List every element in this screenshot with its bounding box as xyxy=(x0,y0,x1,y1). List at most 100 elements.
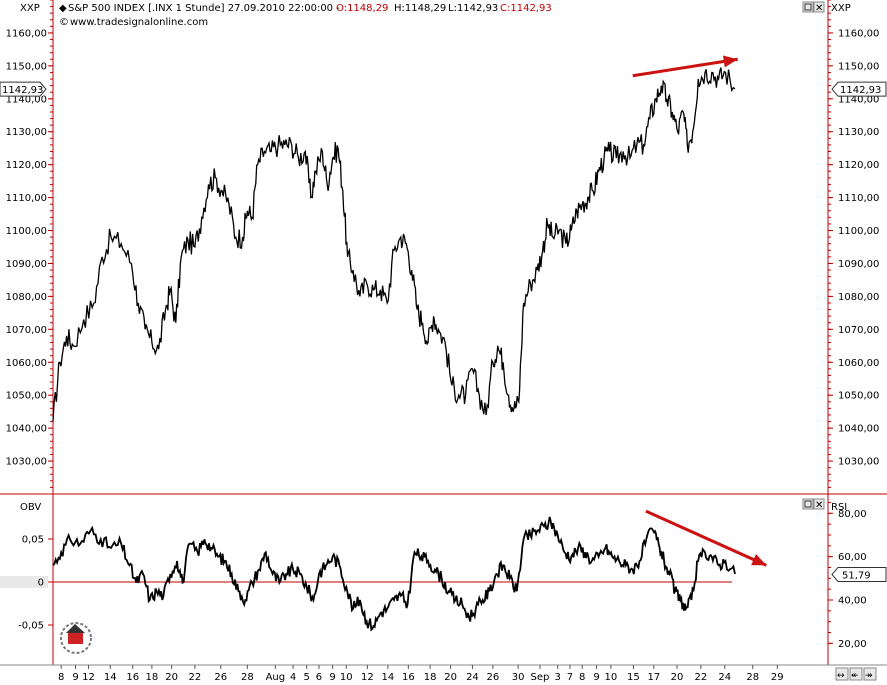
price-tick-label-right: 1110,00 xyxy=(838,193,879,204)
x-tick-label: 15 xyxy=(627,672,640,683)
price-tick-label-right: 1060,00 xyxy=(838,358,879,369)
x-tick-label: 5 xyxy=(304,672,310,683)
maximize-button[interactable] xyxy=(802,1,814,13)
ohlc-low: L:1142,93 xyxy=(448,3,498,14)
price-tick-label-left: 1110,00 xyxy=(6,193,47,204)
close-button[interactable]: ✕ xyxy=(813,1,825,14)
x-tick-label: Aug xyxy=(266,672,286,683)
price-tick-label-right: 1150,00 xyxy=(838,61,879,72)
x-tick-label: 22 xyxy=(188,672,201,683)
zoom-in-button[interactable]: ↔ xyxy=(835,667,849,681)
price-trend-arrow xyxy=(632,55,738,78)
symbol-label-left: XXP xyxy=(20,3,40,14)
ohlc-open: O:1148,29 xyxy=(336,3,388,14)
price-tick-label-right: 1040,00 xyxy=(838,424,879,435)
x-tick-label: 10 xyxy=(605,672,618,683)
x-tick-label: 9 xyxy=(72,672,78,683)
x-tick-label: 9 xyxy=(329,672,335,683)
copyright-icon: © xyxy=(59,17,69,28)
x-tick-label: 10 xyxy=(340,672,353,683)
price-tick-label-left: 1040,00 xyxy=(6,424,47,435)
arrow-shaft xyxy=(632,57,738,78)
obv-axis: 0,05 -0,05 0 xyxy=(0,535,53,632)
price-tick-label-right: 1030,00 xyxy=(838,457,879,468)
rsi-last-label: 51,79 xyxy=(842,570,871,581)
price-tick-label-right: 1070,00 xyxy=(838,325,879,336)
obv-tick-label: 0,05 xyxy=(22,535,44,546)
rsi-axis: 80,00 60,00 40,00 20,00 xyxy=(828,502,867,650)
logo xyxy=(60,622,92,654)
x-tick-label: 20 xyxy=(444,672,457,683)
last-price-marker-right: 1142,93 xyxy=(831,81,887,97)
rsi-last-marker: 51,79 xyxy=(831,566,887,582)
zero-label-bg xyxy=(0,576,48,588)
price-tick-label-left: 1120,00 xyxy=(6,160,47,171)
x-tick-label: 26 xyxy=(487,672,500,683)
x-tick-label: 16 xyxy=(402,672,415,683)
x-tick-label: 28 xyxy=(746,672,759,683)
price-tick-label-right: 1090,00 xyxy=(838,259,879,270)
symbol-label-right: XXP xyxy=(831,3,851,14)
scroll-left-button[interactable]: ↞ xyxy=(849,667,863,681)
x-tick-label: 12 xyxy=(361,672,374,683)
svg-text:↔: ↔ xyxy=(837,671,845,681)
price-tick-label-right: 1120,00 xyxy=(838,160,879,171)
indicator-close-button[interactable]: ✕ xyxy=(813,498,825,511)
last-price-label-left: 1142,93 xyxy=(2,85,43,96)
price-series-line xyxy=(52,67,736,422)
x-tick-label: 26 xyxy=(214,672,227,683)
x-tick-label: 7 xyxy=(567,672,573,683)
indicator-label-right: RSI xyxy=(831,502,847,513)
arrow-head xyxy=(751,554,767,566)
indicator-maximize-button[interactable] xyxy=(802,498,814,510)
price-panel: 1030,00 1030,00 1040,00 1040,00 1050,00 1050,… xyxy=(0,0,887,495)
obv-tick-label: 0 xyxy=(38,578,44,589)
last-price-marker-left: 1142,93 xyxy=(0,81,47,97)
price-tick-label-left: 1130,00 xyxy=(6,127,47,138)
price-tick-label-right: 1100,00 xyxy=(838,226,879,237)
website-label: www.tradesignalonline.com xyxy=(70,17,208,28)
indicator-panel: OBV RSI ✕ 0,05 -0,05 0 80,00 60,00 40,00 20,0… xyxy=(0,494,887,666)
x-tick-label: 14 xyxy=(104,672,117,683)
x-tick-label: 24 xyxy=(466,672,479,683)
svg-text:↠: ↠ xyxy=(865,671,873,681)
x-tick-label: 29 xyxy=(771,672,784,683)
price-tick-label-left: 1050,00 xyxy=(6,391,47,402)
price-tick-label-left: 1140,00 xyxy=(6,94,47,105)
rsi-tick-label: 80,00 xyxy=(838,509,867,520)
chart-header: XXP ◆ S&P 500 INDEX [.INX 1 Stunde] 27.0… xyxy=(20,1,851,28)
rsi-series-line xyxy=(52,516,736,632)
arrow-head xyxy=(722,55,738,68)
price-tick-label-left: 1060,00 xyxy=(6,358,47,369)
x-tick-label: 18 xyxy=(146,672,159,683)
scroll-controls: ↔ ↞ ↠ xyxy=(835,667,877,681)
price-tick-label-right: 1050,00 xyxy=(838,391,879,402)
scroll-right-button[interactable]: ↠ xyxy=(863,667,877,681)
price-tick-label-left: 1070,00 xyxy=(6,325,47,336)
rsi-tick-label: 20,00 xyxy=(838,639,867,650)
price-tick-label-left: 1150,00 xyxy=(6,61,47,72)
x-tick-label: 30 xyxy=(512,672,525,683)
x-tick-label: 14 xyxy=(381,672,394,683)
x-tick-label: 20 xyxy=(165,672,178,683)
x-tick-label: 22 xyxy=(695,672,708,683)
rsi-tick-label: 40,00 xyxy=(838,596,867,607)
ohlc-close: C:1142,93 xyxy=(500,3,552,14)
rsi-tick-label: 60,00 xyxy=(838,552,867,563)
x-tick-label: 8 xyxy=(58,672,64,683)
x-tick-label: 4 xyxy=(290,672,296,683)
price-tick-label-left: 1080,00 xyxy=(6,292,47,303)
price-tick-label-left: 1030,00 xyxy=(6,457,47,468)
x-tick-label: 9 xyxy=(593,672,599,683)
indicator-close-icon: ✕ xyxy=(815,500,823,511)
price-axis: 1030,00 1030,00 1040,00 1040,00 1050,00 1050,… xyxy=(6,0,879,495)
price-tick-label-right: 1130,00 xyxy=(838,127,879,138)
x-tick-label: 3 xyxy=(554,672,560,683)
price-tick-label-right: 1140,00 xyxy=(838,94,879,105)
x-tick-label: 6 xyxy=(316,672,322,683)
price-tick-label-left: 1160,00 xyxy=(6,28,47,39)
x-tick-label: Sep xyxy=(531,672,550,683)
price-tick-label-right: 1080,00 xyxy=(838,292,879,303)
svg-text:↞: ↞ xyxy=(851,671,859,681)
instrument-icon: ◆ xyxy=(59,3,67,14)
